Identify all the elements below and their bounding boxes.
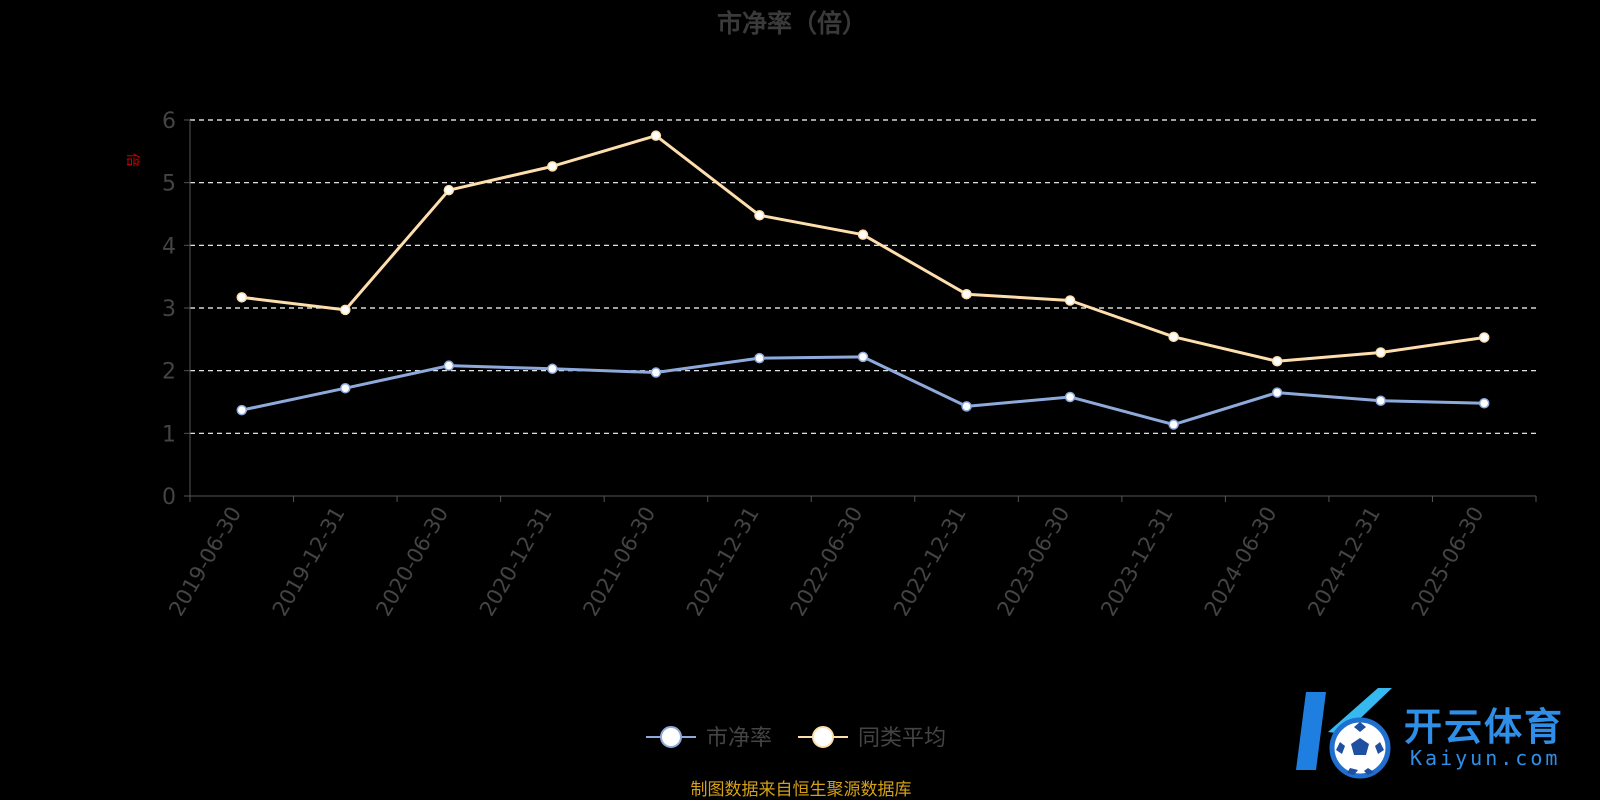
data-point-0-9 <box>1168 419 1179 430</box>
watermark-text-en: Kaiyun.com <box>1410 746 1561 770</box>
y-axis-label: 倍 <box>124 153 140 167</box>
x-tick-label-2024-12-31: 2024-12-31 <box>1303 503 1385 621</box>
data-point-0-10 <box>1271 387 1283 398</box>
data-point-0-11 <box>1375 395 1386 406</box>
series-0 <box>236 351 1490 430</box>
data-point-0-5 <box>754 352 765 364</box>
data-point-1-3 <box>547 161 558 172</box>
legend-label-peer-avg: 同类平均 <box>858 726 946 751</box>
series-layer <box>236 130 1490 430</box>
data-point-1-0 <box>236 292 248 303</box>
watermark-text-cn: 开云体育 <box>1404 705 1565 749</box>
data-point-1-6 <box>857 229 869 240</box>
data-point-1-10 <box>1271 356 1283 367</box>
data-point-0-2 <box>443 360 455 371</box>
chart-title: 市净率（倍） <box>717 9 867 38</box>
data-source-note: 制图数据来自恒生聚源数据库 <box>691 780 912 800</box>
x-tick-label-2021-06-30: 2021-06-30 <box>578 503 660 621</box>
data-point-0-12 <box>1478 398 1490 409</box>
data-point-1-2 <box>443 184 455 196</box>
y-tick-label-5: 5 <box>162 172 176 197</box>
data-point-0-0 <box>236 404 248 416</box>
legend-marker-pb <box>660 726 682 748</box>
x-tick-label-2019-12-31: 2019-12-31 <box>268 503 350 621</box>
x-tick-label-2021-12-31: 2021-12-31 <box>682 503 764 621</box>
legend-marker-peer-avg <box>812 726 834 748</box>
x-tick-label-2020-06-30: 2020-06-30 <box>371 503 453 621</box>
x-tick-label-2023-12-31: 2023-12-31 <box>1096 503 1178 621</box>
y-tick-label-0: 0 <box>162 485 176 510</box>
soccer-ball-k-logo-icon <box>1296 688 1392 779</box>
series-line-1 <box>241 134 1485 363</box>
x-tick-label-2019-06-30: 2019-06-30 <box>164 503 246 621</box>
data-point-1-5 <box>754 210 765 221</box>
x-tick-label-2023-06-30: 2023-06-30 <box>993 503 1075 621</box>
x-tick-label-2022-12-31: 2022-12-31 <box>889 503 971 621</box>
data-point-1-4 <box>650 130 662 141</box>
axis-layer: 0 1 2 3 4 5 6 2019-06-30 2019-12-31 2020-06-30 202… <box>162 109 1537 621</box>
y-tick-label-3: 3 <box>162 297 176 322</box>
grid-layer <box>190 119 1536 434</box>
legend[interactable]: 市净率 同类平均 <box>646 726 946 751</box>
x-tick-label-2022-06-30: 2022-06-30 <box>786 503 868 621</box>
watermark: 开云体育 Kaiyun.com <box>1288 682 1588 790</box>
y-tick-label-6: 6 <box>162 109 176 134</box>
y-tick-label-1: 1 <box>162 422 176 447</box>
x-tick-label-2024-06-30: 2024-06-30 <box>1200 503 1282 621</box>
data-point-1-12 <box>1478 332 1490 343</box>
data-point-0-1 <box>340 382 351 394</box>
y-tick-label-2: 2 <box>162 360 176 385</box>
legend-item-peer-avg[interactable]: 同类平均 <box>798 726 946 751</box>
y-tick-label-4: 4 <box>162 234 176 259</box>
series-1 <box>236 130 1490 367</box>
data-point-0-6 <box>857 351 869 363</box>
data-point-0-8 <box>1064 391 1076 403</box>
legend-item-pb[interactable]: 市净率 <box>646 726 772 751</box>
x-tick-label-2025-06-30: 2025-06-30 <box>1407 503 1489 621</box>
data-point-0-3 <box>547 363 558 375</box>
legend-label-pb: 市净率 <box>706 726 772 751</box>
data-point-1-7 <box>961 288 972 300</box>
series-line-0 <box>241 355 1485 427</box>
data-point-1-1 <box>340 304 351 316</box>
data-point-1-8 <box>1064 295 1076 306</box>
x-tick-label-2020-12-31: 2020-12-31 <box>475 503 557 621</box>
data-point-1-9 <box>1168 331 1179 343</box>
data-point-1-11 <box>1375 347 1386 358</box>
data-point-0-7 <box>961 401 972 412</box>
data-point-0-4 <box>650 367 662 378</box>
